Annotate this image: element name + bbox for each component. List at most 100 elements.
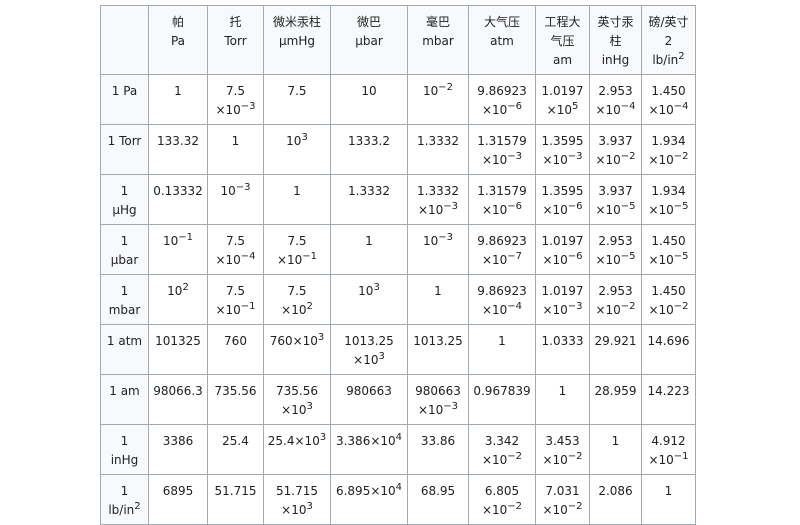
table-cell: 133.32 <box>148 124 208 175</box>
row-header: 1 atm <box>100 324 149 375</box>
text: 1 <box>664 484 673 498</box>
cell-line: 6.805 <box>471 482 533 501</box>
cell-line: 101325 <box>151 332 205 351</box>
table-cell: 1.0197 ×10−6 <box>535 224 590 275</box>
column-header: 微巴 μbar <box>330 5 408 75</box>
column-header: 帕 Pa <box>148 5 208 75</box>
text: 3386 <box>162 434 194 448</box>
cell-line: 大气压 <box>471 13 533 32</box>
text: lb/in <box>652 53 679 67</box>
superscript: −1 <box>673 451 689 462</box>
cell-line: 7.5 <box>210 232 261 251</box>
table-cell: 2.953 ×10−5 <box>589 224 642 275</box>
cell-line: 7.5 <box>266 282 328 301</box>
text: 7.5 <box>225 284 246 298</box>
text: 1.934 <box>651 134 686 148</box>
cell-line: 1 <box>333 232 405 251</box>
cell-line: 7.5 <box>210 282 261 301</box>
text: mbar <box>108 303 141 317</box>
table-cell: 9.86923 ×10−6 <box>468 74 536 125</box>
cell-line: 1.450 <box>644 82 693 101</box>
cell-line: 1333.2 <box>333 132 405 151</box>
text: ×10 <box>595 103 621 117</box>
text: ×10 <box>542 503 568 517</box>
text: 29.921 <box>594 334 637 348</box>
superscript: −3 <box>567 301 583 312</box>
text: 33.86 <box>420 434 456 448</box>
superscript: −2 <box>507 451 523 462</box>
text: 1013.25 <box>344 334 394 348</box>
text: 1.0333 <box>541 334 584 348</box>
text: 2 <box>664 34 673 48</box>
text: 760×10 <box>269 334 318 348</box>
cell-line: ×10−2 <box>538 451 587 470</box>
cell-line: 1 <box>644 482 693 501</box>
row-header: 1 am <box>100 374 149 425</box>
cell-line: ×10−3 <box>538 301 587 320</box>
superscript: 4 <box>395 482 403 493</box>
cell-line: 1.3332 <box>333 182 405 201</box>
table-cell: 1.3332 ×10−3 <box>407 174 469 225</box>
text: 大气压 <box>483 15 520 29</box>
text: ×10 <box>481 153 508 167</box>
cell-line: 气压 <box>538 32 587 51</box>
column-header: 微米汞柱 μmHg <box>263 5 331 75</box>
cell-line: 3.386×104 <box>333 432 405 451</box>
superscript: 3 <box>373 282 380 293</box>
cell-line: 1 <box>410 282 466 301</box>
text: 英寸汞 <box>597 15 634 29</box>
text: ×10 <box>648 103 674 117</box>
text: 6895 <box>162 484 194 498</box>
table-cell: 1.0197 ×10−3 <box>535 274 590 325</box>
text: 1.3595 <box>541 184 584 198</box>
cell-line: ×10−2 <box>471 501 533 520</box>
column-header: 托 Torr <box>207 5 264 75</box>
superscript: −2 <box>567 451 583 462</box>
cell-line: 29.921 <box>592 332 639 351</box>
text: 工程大 <box>544 15 581 29</box>
cell-line: ×102 <box>266 301 328 320</box>
cell-line: ×10−6 <box>538 251 587 270</box>
superscript: 2 <box>134 501 141 512</box>
text: 25.4 <box>222 434 249 448</box>
cell-line: ×10−4 <box>471 301 533 320</box>
cell-line: 1 <box>210 132 261 151</box>
text: 14.223 <box>647 384 690 398</box>
text: Torr <box>224 34 247 48</box>
table-cell: 103 <box>263 124 331 175</box>
superscript: 3 <box>301 132 308 143</box>
cell-line: 1013.25 <box>410 332 466 351</box>
table-cell: 980663 ×10−3 <box>407 374 469 425</box>
superscript: −1 <box>302 251 318 262</box>
table-cell: 1 <box>407 274 469 325</box>
text: 6.895×10 <box>335 484 396 498</box>
text: 10 <box>162 234 179 248</box>
text: 2.953 <box>598 234 633 248</box>
table-cell: 9.86923 ×10−4 <box>468 274 536 325</box>
text: 25.4×10 <box>267 434 320 448</box>
superscript: −5 <box>673 251 689 262</box>
cell-line: 10−3 <box>410 232 466 251</box>
text: ×10 <box>481 253 508 267</box>
cell-line: ×10−3 <box>410 401 466 420</box>
cell-line: 1 <box>103 232 146 251</box>
table-row: 1 μHg 0.13332 10−3 1 1.3332 1.3332 ×10−3 1.31579… <box>100 174 696 225</box>
text: 1 <box>120 234 129 248</box>
cell-line: 1.0197 <box>538 282 587 301</box>
text: 1 <box>498 334 506 348</box>
text: lb/in <box>108 503 135 517</box>
text: ×10 <box>481 453 508 467</box>
superscript: −6 <box>567 201 583 212</box>
cell-line: 2.953 <box>592 232 639 251</box>
text: 1 <box>558 384 567 398</box>
cell-line: 1.934 <box>644 132 693 151</box>
text: 毫巴 <box>425 15 450 29</box>
cell-line: 1 Pa <box>103 82 146 101</box>
superscript: −3 <box>567 151 583 162</box>
row-header: 1 inHg <box>100 424 149 475</box>
text: 7.031 <box>545 484 580 498</box>
superscript: −2 <box>673 151 689 162</box>
cell-line: ×10−5 <box>592 251 639 270</box>
cell-line: 托 <box>210 13 261 32</box>
text: ×10 <box>542 203 568 217</box>
